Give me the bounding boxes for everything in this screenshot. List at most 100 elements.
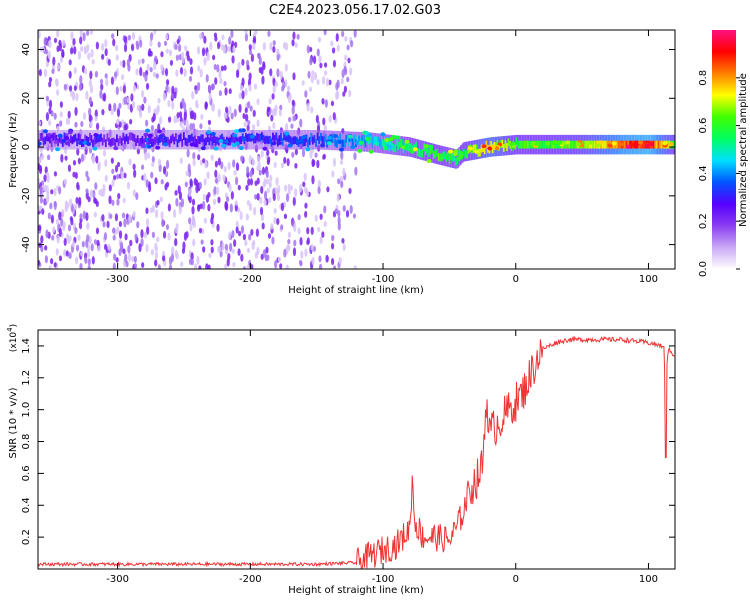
ridge-core [116, 134, 119, 143]
ridge-core [254, 135, 257, 144]
noise-speckle [99, 89, 103, 99]
noise-speckle [274, 80, 278, 88]
noise-speckle [173, 115, 177, 124]
ridge-core [624, 140, 627, 149]
noise-speckle [123, 172, 127, 179]
noise-speckle [206, 51, 210, 62]
ridge-core [520, 140, 523, 149]
ridge-core [47, 133, 50, 142]
noise-speckle [118, 221, 122, 227]
noise-speckle [230, 112, 234, 120]
ridge-core [491, 145, 494, 154]
noise-speckle [318, 263, 323, 269]
ridge-core [143, 138, 146, 147]
noise-speckle [123, 43, 128, 53]
noise-speckle [67, 164, 72, 172]
noise-speckle [153, 30, 157, 35]
noise-speckle [325, 254, 329, 263]
ridge-blob [423, 144, 429, 149]
noise-speckle [197, 65, 201, 72]
ridge-core [295, 137, 298, 146]
noise-speckle [184, 45, 188, 52]
noise-speckle [129, 239, 133, 247]
noise-speckle [88, 96, 92, 105]
noise-speckle [88, 235, 92, 245]
ridge-core [420, 149, 423, 158]
ridge-core [428, 149, 431, 158]
ridge-blob [93, 133, 99, 138]
noise-speckle [156, 199, 160, 206]
noise-speckle [47, 212, 51, 220]
noise-speckle [118, 230, 123, 239]
noise-speckle [53, 187, 57, 196]
noise-speckle [311, 70, 315, 76]
ridge-core [308, 137, 311, 145]
noise-speckle [258, 66, 262, 74]
noise-speckle [89, 70, 93, 80]
noise-speckle [168, 49, 173, 57]
top-y-tick-label: 40 [21, 43, 32, 56]
ridge-core [418, 149, 421, 157]
noise-speckle [110, 76, 115, 86]
noise-speckle [196, 81, 201, 92]
noise-speckle [149, 66, 153, 73]
ridge-blob [649, 141, 655, 146]
noise-speckle [111, 168, 115, 174]
ridge-core [616, 140, 619, 149]
ridge-blob [262, 146, 268, 151]
noise-speckle [74, 121, 78, 128]
ridge-core [42, 137, 45, 146]
ridge-blob [588, 140, 594, 145]
ridge-core [426, 144, 429, 153]
noise-speckle [330, 40, 334, 47]
noise-speckle [276, 217, 280, 225]
noise-speckle [272, 193, 276, 202]
noise-speckle [73, 85, 77, 91]
noise-speckle [74, 171, 78, 180]
noise-speckle [44, 255, 48, 264]
noise-speckle [271, 236, 275, 245]
noise-speckle [228, 231, 232, 241]
noise-speckle [341, 69, 345, 79]
noise-speckle [242, 113, 246, 120]
ridge-core [399, 139, 402, 148]
noise-speckle [67, 110, 71, 119]
noise-speckle [78, 83, 83, 92]
ridge-core [262, 134, 265, 143]
noise-speckle [342, 205, 346, 212]
ridge-core [592, 140, 595, 149]
noise-speckle [174, 43, 178, 51]
noise-speckle [338, 257, 342, 265]
noise-speckle [201, 47, 206, 57]
ridge-blob [53, 139, 59, 144]
ridge-core [346, 138, 349, 147]
noise-speckle [246, 199, 250, 206]
ridge-core [194, 135, 197, 144]
noise-speckle [80, 250, 84, 257]
noise-speckle [86, 234, 90, 243]
noise-speckle [305, 190, 309, 197]
ridge-blob [57, 133, 63, 138]
bottom-y-tick-label: 1.2 [21, 370, 32, 386]
noise-speckle [74, 106, 78, 116]
noise-speckle [237, 248, 241, 256]
noise-speckle [58, 255, 63, 262]
noise-speckle [274, 104, 278, 112]
noise-speckle [292, 247, 297, 257]
noise-speckle [349, 204, 353, 214]
noise-speckle [79, 213, 83, 220]
ridge-blob [210, 132, 216, 137]
noise-speckle [154, 242, 158, 250]
ridge-core [453, 153, 456, 162]
noise-speckle [161, 218, 165, 228]
noise-speckle [151, 231, 156, 239]
noise-speckle [228, 183, 232, 193]
noise-speckle [311, 158, 315, 168]
ridge-blob [426, 158, 432, 163]
noise-speckle [38, 69, 42, 77]
noise-speckle [231, 248, 235, 254]
noise-speckle [191, 122, 196, 131]
noise-speckle [282, 80, 286, 90]
ridge-blob [200, 146, 206, 151]
noise-speckle [120, 170, 124, 180]
